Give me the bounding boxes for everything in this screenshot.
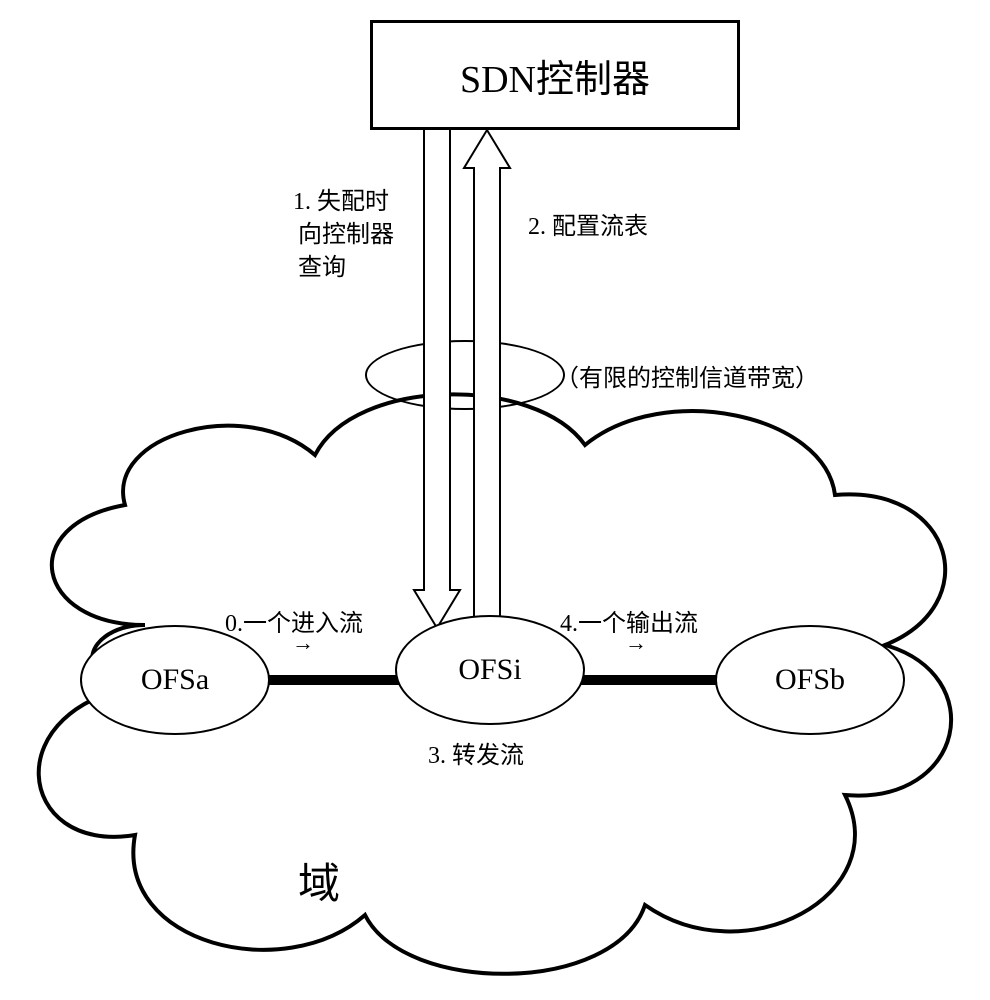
arrow-down — [412, 130, 462, 630]
link-a-to-i — [250, 675, 420, 685]
link-i-to-b — [570, 675, 735, 685]
label-forward: 3. 转发流 — [428, 735, 524, 770]
ingress-arrow-glyph: → — [292, 630, 314, 655]
label-config-text: 2. 配置流表 — [528, 214, 648, 240]
domain-label-text: 域 — [298, 862, 340, 908]
label-egress-prefix: 4. — [560, 611, 578, 637]
node-ofsb-label: OFSb — [775, 663, 845, 697]
label-query-1: 1. 失配时 — [293, 181, 389, 216]
arrow-up — [462, 128, 512, 628]
label-query-1-text: 1. 失配时 — [293, 189, 389, 215]
sdn-controller-node: SDN控制器 — [370, 20, 740, 130]
node-ofsb: OFSb — [715, 625, 905, 735]
node-ofsi-label: OFSi — [458, 653, 521, 687]
egress-arrow-glyph: → — [625, 630, 647, 655]
label-query-3: 查询 — [298, 247, 346, 282]
label-query-2-text: 向控制器 — [298, 222, 394, 248]
domain-label: 域 — [298, 850, 340, 911]
egress-arrow-icon: → — [625, 630, 647, 656]
node-ofsi: OFSi — [395, 615, 585, 725]
ingress-arrow-icon: → — [292, 630, 314, 656]
label-query-3-text: 查询 — [298, 255, 346, 281]
label-config: 2. 配置流表 — [528, 206, 648, 241]
label-forward-text: 3. 转发流 — [428, 743, 524, 769]
node-ofsa-label: OFSa — [141, 663, 209, 697]
controller-label: SDN控制器 — [460, 48, 650, 103]
node-ofsa: OFSa — [80, 625, 270, 735]
label-bandwidth-text: （有限的控制信道带宽） — [555, 366, 819, 392]
sdn-diagram: SDN控制器 OFSa OFSi OFSb 1. 失配时 向控制器 查询 2. … — [0, 0, 990, 1000]
label-bandwidth: （有限的控制信道带宽） — [555, 358, 819, 393]
label-query-2: 向控制器 — [298, 214, 394, 249]
label-ingress-prefix: 0. — [225, 611, 243, 637]
